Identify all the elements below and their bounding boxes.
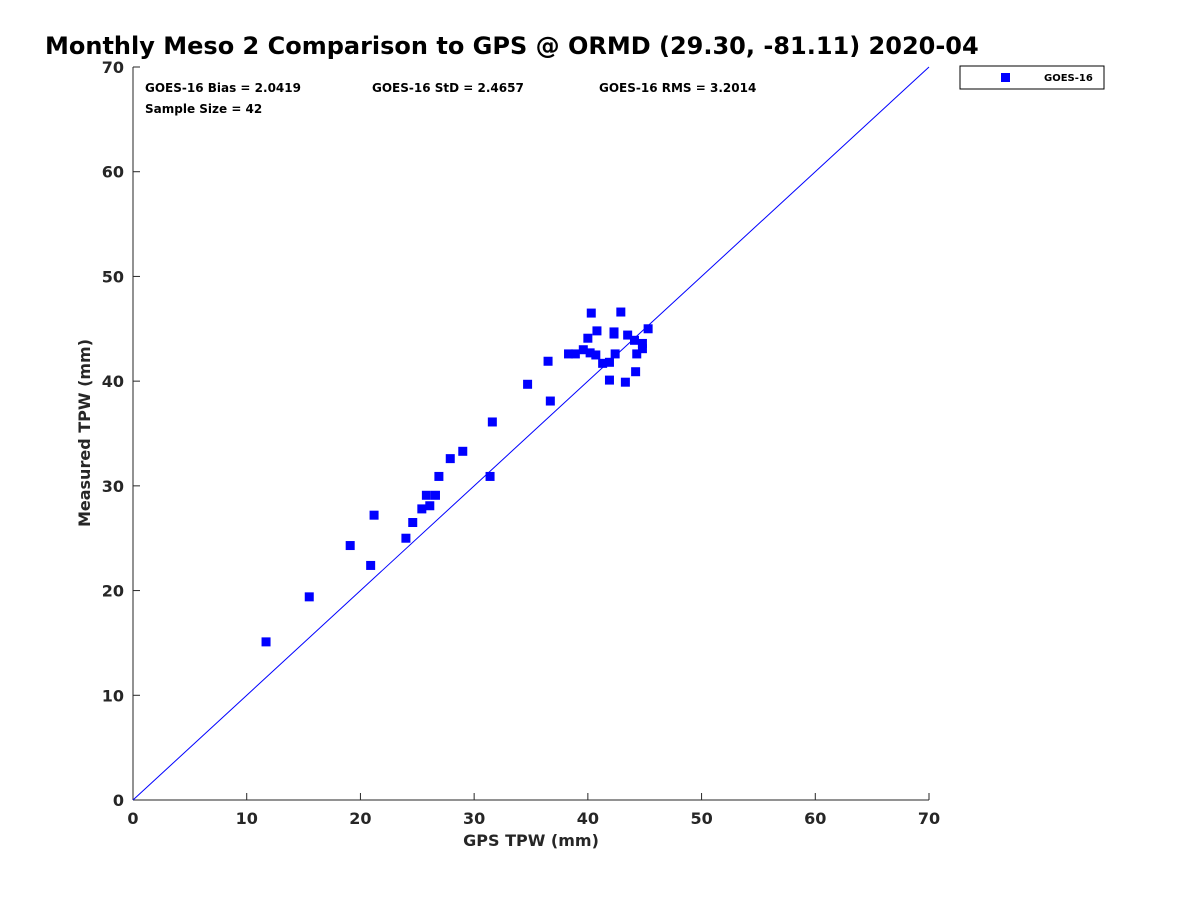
bias-stat: GOES-16 Bias = 2.0419 — [145, 81, 301, 95]
data-point — [570, 349, 580, 359]
ticks-layer: 0 10 20 30 40 50 60 70 0 10 20 30 40 50 60 70 — [102, 58, 940, 828]
y-tick-label: 40 — [102, 372, 124, 391]
y-tick-label: 50 — [102, 267, 124, 286]
data-point — [609, 327, 619, 337]
y-tick-label: 0 — [113, 791, 124, 810]
x-tick-label: 20 — [349, 809, 371, 828]
x-tick-label: 40 — [577, 809, 599, 828]
reference-layer — [132, 66, 930, 801]
data-point — [643, 324, 653, 334]
data-point — [430, 490, 440, 500]
data-point — [487, 417, 497, 427]
rms-stat: GOES-16 RMS = 3.2014 — [599, 81, 756, 95]
data-point — [458, 446, 468, 456]
y-tick-label: 20 — [102, 582, 124, 601]
data-point — [592, 326, 602, 336]
legend-box — [959, 65, 1105, 90]
data-point — [485, 471, 495, 481]
data-point — [564, 349, 574, 359]
chart-title: Monthly Meso 2 Comparison to GPS @ ORMD … — [45, 32, 979, 60]
axes-layer — [132, 67, 929, 801]
data-point — [583, 333, 593, 343]
data-point — [616, 307, 626, 317]
y-tick-label: 70 — [102, 58, 124, 77]
data-point — [369, 510, 379, 520]
data-point — [578, 345, 588, 355]
one-to-one-line — [132, 66, 930, 801]
data-point — [632, 349, 642, 359]
legend: GOES-16 — [959, 65, 1105, 90]
std-stat: GOES-16 StD = 2.4657 — [372, 81, 524, 95]
data-point — [408, 518, 418, 528]
data-point — [304, 592, 314, 602]
data-point — [261, 637, 271, 647]
data-point — [543, 356, 553, 366]
y-axis-label: Measured TPW (mm) — [75, 339, 94, 527]
data-point — [629, 335, 639, 345]
x-tick-label: 10 — [236, 809, 258, 828]
legend-marker — [1001, 73, 1010, 82]
data-point — [417, 504, 427, 514]
data-point — [445, 454, 455, 464]
data-point — [586, 308, 596, 318]
data-point — [425, 501, 435, 511]
data-point — [366, 560, 376, 570]
data-point — [604, 357, 614, 367]
data-point — [610, 349, 620, 359]
data-point — [591, 350, 601, 360]
sample-size-stat: Sample Size = 42 — [145, 102, 262, 116]
data-point — [631, 367, 641, 377]
data-point — [604, 375, 614, 385]
data-points-layer — [261, 307, 653, 647]
y-tick-label: 60 — [102, 163, 124, 182]
data-point — [585, 348, 595, 358]
data-point — [421, 490, 431, 500]
data-point — [637, 338, 647, 348]
data-point — [623, 330, 633, 340]
data-point — [523, 379, 533, 389]
x-tick-label: 50 — [690, 809, 712, 828]
x-tick-label: 70 — [918, 809, 940, 828]
data-point — [637, 344, 647, 354]
x-tick-label: 30 — [463, 809, 485, 828]
x-tick-label: 60 — [804, 809, 826, 828]
x-axis-label: GPS TPW (mm) — [463, 831, 599, 850]
data-point — [434, 471, 444, 481]
data-point — [401, 533, 411, 543]
x-tick-label: 0 — [127, 809, 138, 828]
data-point — [345, 541, 355, 551]
data-point — [620, 377, 630, 387]
legend-label: GOES-16 — [1044, 73, 1093, 84]
data-point — [545, 396, 555, 406]
data-point — [598, 358, 608, 368]
y-tick-label: 30 — [102, 477, 124, 496]
y-tick-label: 10 — [102, 686, 124, 705]
